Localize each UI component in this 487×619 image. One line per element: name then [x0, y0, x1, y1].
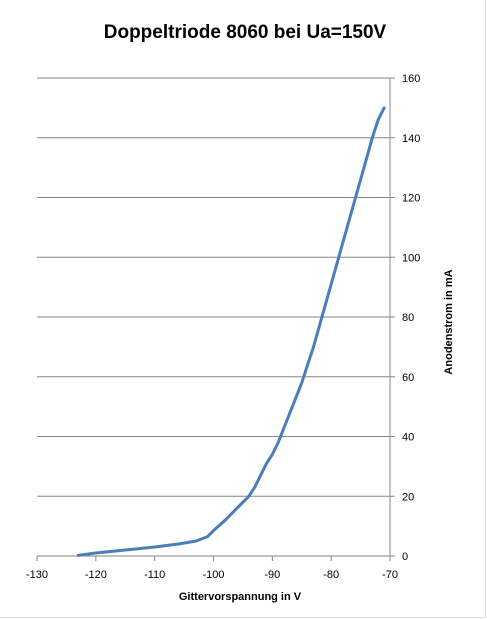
- x-tick-label: -90: [264, 569, 280, 581]
- series-layer: [76, 106, 386, 557]
- x-tick-label: -120: [85, 569, 107, 581]
- y-tick-label: 140: [402, 133, 420, 145]
- y-axis-ticks: 0 20 40 60 80 100 120 140 160: [390, 73, 420, 563]
- x-tick-label: -130: [26, 569, 48, 581]
- gridlines: [37, 77, 390, 497]
- y-tick-label: 40: [402, 432, 414, 444]
- y-tick-label: 120: [402, 193, 420, 205]
- y-tick-label: 160: [402, 73, 420, 85]
- x-axis-ticks: -130 -120 -110 -100 -90 -80 -70: [26, 556, 398, 581]
- x-tick-label: -110: [144, 569, 165, 581]
- y-tick-label: 100: [402, 252, 420, 264]
- y-tick-label: 60: [402, 372, 414, 384]
- y-tick-label: 20: [402, 491, 414, 503]
- x-tick-label: -80: [323, 569, 339, 581]
- chart-title: Doppeltriode 8060 bei Ua=150V: [104, 22, 387, 43]
- y-tick-label: 0: [402, 551, 408, 563]
- y-axis-label: Anodenstrom in mA: [443, 269, 455, 374]
- x-axis-label: Gittervorspannung in V: [179, 591, 302, 603]
- y-tick-label: 80: [402, 312, 414, 324]
- x-tick-label: -70: [382, 569, 398, 581]
- x-tick-label: -100: [202, 569, 224, 581]
- series-line-1: [76, 106, 386, 557]
